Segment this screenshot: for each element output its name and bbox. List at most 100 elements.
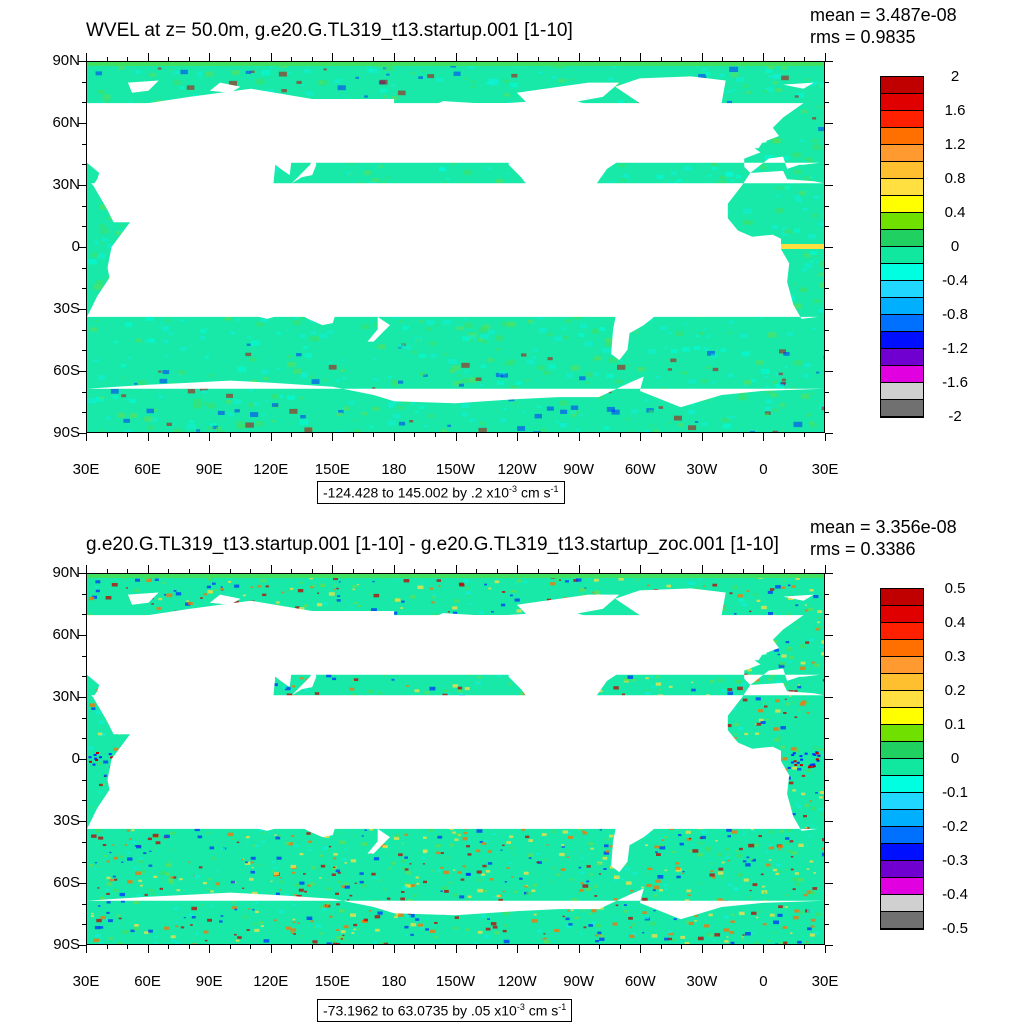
field-cell	[738, 598, 745, 602]
field-cell	[127, 597, 130, 599]
field-cell	[686, 838, 691, 841]
field-cell	[651, 685, 656, 689]
field-cell	[113, 888, 119, 892]
field-cell	[477, 878, 483, 882]
field-cell	[453, 893, 458, 897]
field-cell	[102, 844, 107, 847]
field-cell	[502, 844, 505, 847]
colorbar-label: -1.6	[942, 374, 968, 391]
field-cell	[725, 848, 730, 851]
field-cell	[134, 589, 139, 592]
colorbar-label: -0.3	[942, 852, 968, 869]
field-cell	[202, 881, 207, 885]
field-cell	[93, 359, 99, 363]
field-cell	[804, 803, 810, 807]
minor-tick	[127, 569, 129, 573]
field-cell	[743, 84, 749, 88]
longitude-label: 120W	[497, 461, 537, 478]
field-cell	[276, 604, 280, 607]
field-cell	[773, 74, 782, 79]
field-cell	[100, 224, 106, 229]
field-cell	[542, 938, 545, 940]
minor-tick	[127, 945, 129, 949]
axis-tick	[147, 433, 149, 441]
field-cell	[785, 894, 789, 897]
field-cell	[152, 833, 159, 838]
field-cell	[134, 924, 139, 927]
field-cell	[369, 828, 374, 831]
field-cell	[803, 253, 811, 258]
field-cell	[339, 832, 342, 834]
field-cell	[579, 889, 584, 892]
field-cell	[803, 362, 811, 368]
field-cell	[245, 422, 254, 428]
field-cell	[423, 836, 427, 839]
field-cell	[735, 680, 742, 684]
colorbar-swatch	[881, 400, 923, 417]
field-cell	[136, 894, 142, 897]
field-cell	[755, 916, 759, 919]
minor-tick	[82, 391, 86, 393]
field-cell	[774, 208, 784, 214]
minor-tick	[825, 655, 829, 657]
field-cell	[703, 924, 710, 928]
field-cell	[341, 359, 345, 362]
colorbar-label: 0	[950, 238, 960, 255]
field-cell	[338, 581, 341, 583]
field-cell	[793, 194, 801, 199]
field-cell	[760, 368, 770, 374]
field-cell	[175, 941, 180, 944]
field-cell	[397, 913, 404, 917]
field-cell	[578, 333, 585, 337]
field-cell	[805, 641, 810, 644]
minor-tick	[825, 841, 829, 843]
minor-tick	[763, 945, 765, 949]
minor-tick	[373, 57, 375, 61]
field-cell	[809, 933, 815, 937]
field-cell	[516, 579, 522, 583]
field-cell	[664, 836, 668, 839]
field-cell	[642, 911, 647, 914]
field-cell	[464, 77, 468, 80]
field-cell	[764, 375, 769, 378]
field-cell	[279, 889, 282, 891]
colorbar-swatch	[881, 264, 923, 281]
field-cell	[637, 367, 645, 372]
field-cell	[496, 894, 501, 898]
field-cell	[246, 343, 251, 346]
field-cell	[207, 577, 213, 581]
field-cell	[340, 938, 344, 940]
field-cell	[429, 686, 436, 691]
field-cell	[570, 909, 574, 912]
field-cell	[476, 829, 483, 833]
field-cell	[737, 726, 744, 730]
longitude-label: 90W	[563, 461, 595, 478]
land-mass	[367, 828, 390, 854]
field-cell	[265, 399, 269, 402]
field-cell	[527, 319, 534, 324]
field-cell	[274, 872, 280, 876]
field-cell	[123, 941, 126, 943]
field-cell	[369, 68, 378, 74]
field-cell	[795, 577, 800, 580]
field-cell	[164, 355, 169, 358]
field-cell	[391, 861, 396, 865]
field-cell	[611, 65, 617, 69]
field-cell	[817, 105, 822, 108]
colorbar-swatch	[881, 759, 923, 776]
field-cell	[603, 851, 610, 855]
field-cell	[510, 594, 513, 597]
field-cell	[795, 198, 803, 203]
field-cell	[421, 856, 425, 859]
field-cell	[543, 370, 551, 375]
field-cell	[581, 830, 585, 833]
minor-tick	[168, 57, 170, 61]
field-cell	[336, 943, 341, 944]
field-cell	[559, 579, 562, 581]
field-cell	[454, 916, 459, 919]
minor-tick	[414, 433, 416, 437]
field-cell	[323, 904, 329, 908]
field-cell	[250, 586, 253, 589]
field-cell	[794, 95, 799, 98]
field-cell	[91, 707, 96, 710]
